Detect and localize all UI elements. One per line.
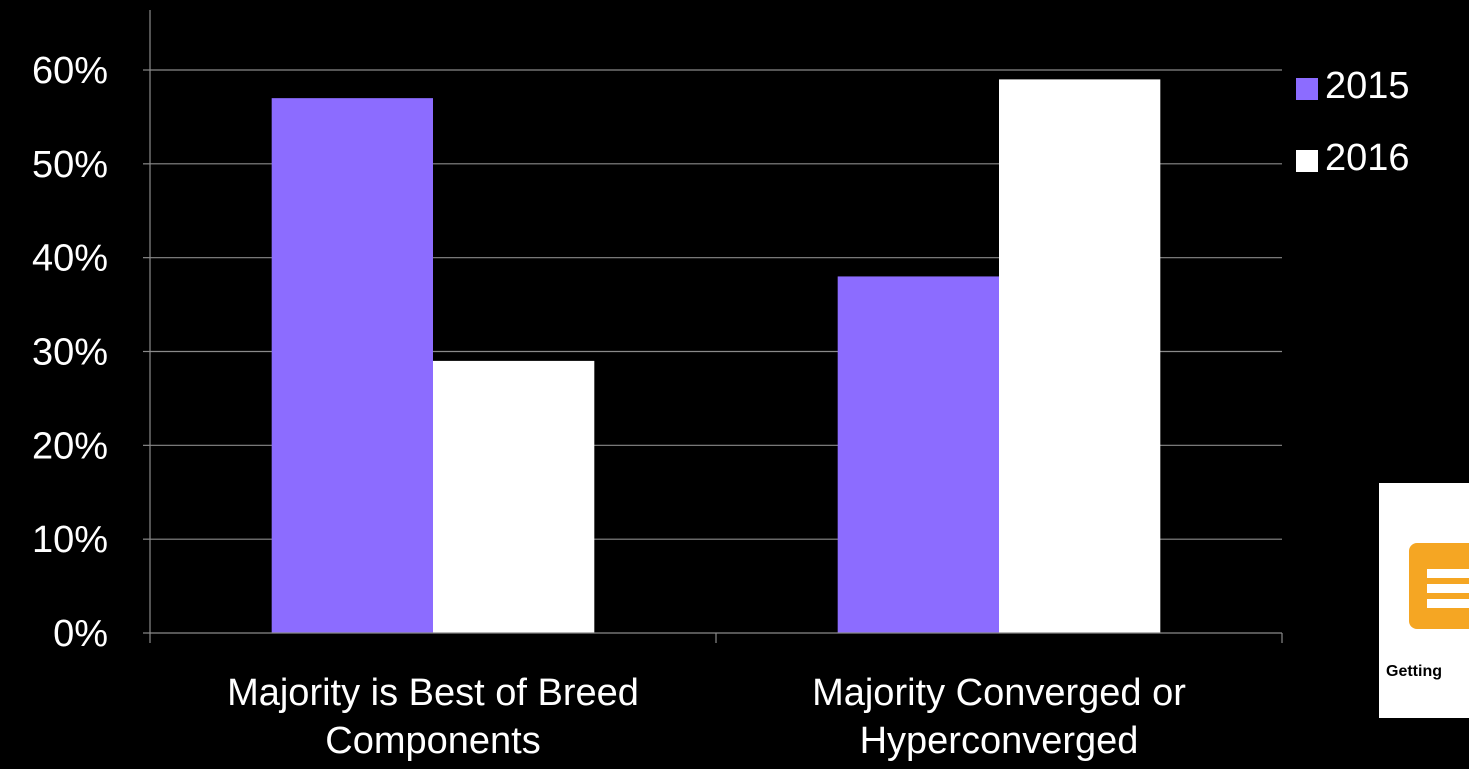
y-tick-label: 40% [32,238,108,280]
bar-2016-1 [433,360,595,633]
x-category-label: Majority is Best of Breed [227,672,639,714]
y-tick-label: 20% [32,425,108,467]
y-tick-label: 10% [32,519,108,561]
legend-label-2016: 2016 [1325,137,1410,179]
badge-label: Getting [1386,663,1442,680]
y-axis-tick-labels: 0% 10% 20% 30% 40% 50% 60% [32,50,108,655]
getting-started-badge[interactable]: Getting [1379,483,1469,718]
axes [143,10,1283,643]
x-axis-category-labels: Majority is Best of Breed Components Major… [227,672,1186,762]
x-category-label: Majority Converged or [812,672,1186,714]
y-tick-label: 0% [53,613,108,655]
bars [271,79,1161,634]
y-tick-label: 60% [32,50,108,92]
x-category-label: Hyperconverged [860,720,1139,762]
legend-swatch-2016 [1296,150,1318,172]
bar-2016-2 [999,79,1161,634]
document-list-icon [1409,543,1469,629]
legend: 2015 2016 [1296,65,1410,179]
y-tick-label: 50% [32,144,108,186]
legend-swatch-2015 [1296,78,1318,100]
bar-2015-1 [271,98,433,633]
x-category-label: Components [325,720,540,762]
y-tick-label: 30% [32,332,108,374]
bar-2015-2 [837,276,999,633]
legend-label-2015: 2015 [1325,65,1410,107]
